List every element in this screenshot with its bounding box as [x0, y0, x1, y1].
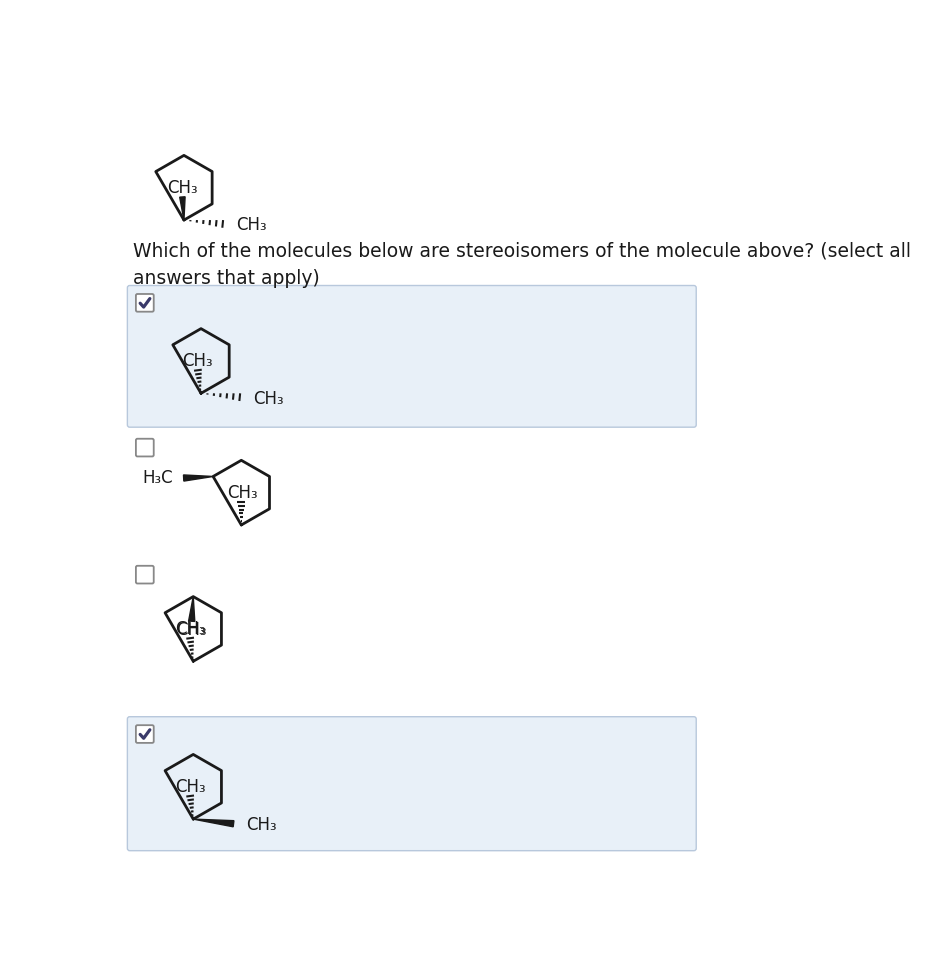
Text: H₃C: H₃C — [143, 469, 173, 487]
FancyBboxPatch shape — [136, 566, 154, 583]
Text: CH₃: CH₃ — [175, 619, 206, 638]
FancyBboxPatch shape — [136, 438, 154, 457]
FancyBboxPatch shape — [128, 717, 696, 850]
Text: CH₃: CH₃ — [236, 215, 267, 234]
Polygon shape — [194, 819, 234, 827]
Polygon shape — [183, 475, 213, 481]
Text: CH₃: CH₃ — [167, 178, 198, 197]
Text: CH₃: CH₃ — [228, 484, 258, 502]
FancyBboxPatch shape — [136, 294, 154, 312]
Text: CH₃: CH₃ — [182, 352, 213, 370]
FancyBboxPatch shape — [136, 726, 154, 743]
Text: CH₃: CH₃ — [253, 390, 283, 408]
Text: CH₃: CH₃ — [175, 778, 206, 796]
Text: CH₃: CH₃ — [246, 816, 277, 835]
Polygon shape — [189, 597, 194, 621]
FancyBboxPatch shape — [128, 285, 696, 428]
Polygon shape — [180, 197, 185, 220]
Text: Which of the molecules below are stereoisomers of the molecule above? (select al: Which of the molecules below are stereoi… — [132, 242, 911, 288]
Text: CH₃: CH₃ — [176, 621, 207, 640]
